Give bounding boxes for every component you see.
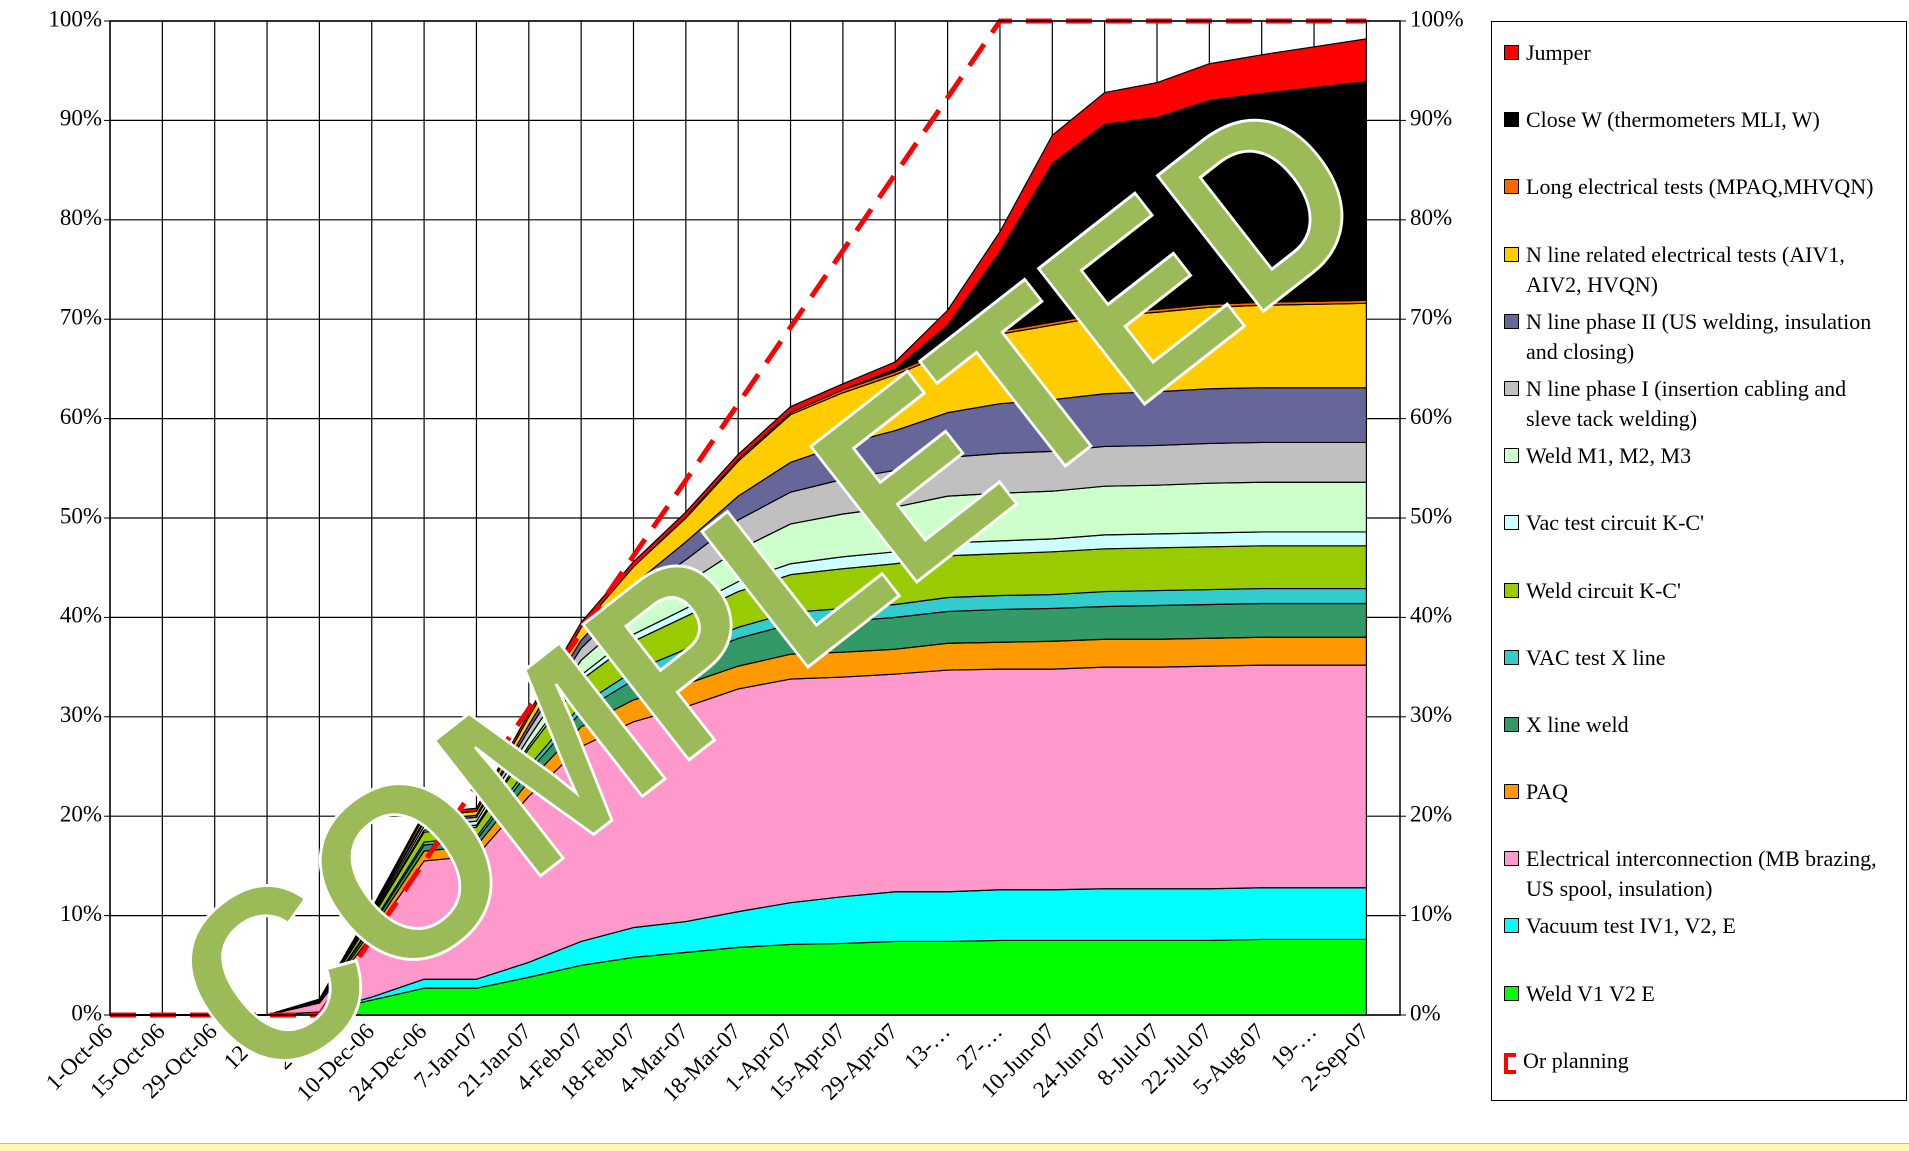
y2-tick-label: 20% [1410,801,1452,826]
legend-swatch [1504,851,1519,867]
y2-tick-label: 0% [1410,1000,1441,1025]
legend-label: Or planning [1523,1047,1629,1073]
legend-label: PAQ [1526,779,1568,805]
status-band [0,1143,1909,1151]
y-tick-label: 10% [60,901,102,926]
legend-item: Weld V1 V2 E [1492,979,1906,1046]
legend-item: Vacuum test IV1, V2, E [1492,911,1906,978]
legend-label: Weld V1 V2 E [1526,980,1655,1006]
legend-item: Or planning [1492,1046,1906,1113]
legend-item: Long electrical tests (MPAQ,MHVQN) [1492,172,1906,239]
legend-swatch [1504,649,1519,665]
legend-label: Vacuum test IV1, V2, E [1526,913,1736,939]
legend-label: N line phase II (US welding, insulation … [1526,308,1872,364]
legend-label: Weld M1, M2, M3 [1526,443,1692,469]
legend-swatch [1504,45,1519,60]
legend-item: Weld M1, M2, M3 [1492,441,1906,508]
legend-label: Long electrical tests (MPAQ,MHVQN) [1526,174,1874,200]
legend-item: Vac test circuit K-C' [1492,508,1906,575]
y2-tick-label: 10% [1410,901,1452,926]
legend-label: X line weld [1526,711,1629,737]
legend-item: N line related electrical tests (AIV1, A… [1492,240,1906,307]
legend-label: Electrical interconnection (MB brazing, … [1526,846,1877,902]
legend-swatch [1504,582,1519,598]
y-tick-label: 80% [60,205,102,230]
y-tick-label: 20% [60,801,102,826]
legend-label: Close W (thermometers MLI, W) [1526,107,1820,133]
legend-swatch [1504,246,1519,262]
y2-tick-label: 60% [1410,404,1452,429]
y-tick-label: 90% [60,106,102,131]
y2-tick-label: 100% [1410,6,1464,31]
legend-swatch [1504,448,1519,464]
legend-label: N line related electrical tests (AIV1, A… [1526,241,1845,297]
legend-label: N line phase I (insertion cabling and sl… [1526,375,1847,431]
y-tick-label: 60% [60,404,102,429]
legend-swatch [1504,380,1519,396]
legend-label: Vac test circuit K-C' [1526,510,1705,536]
legend-item: VAC test X line [1492,643,1906,710]
legend-label: VAC test X line [1526,644,1666,670]
legend-item: Close W (thermometers MLI, W) [1492,105,1906,172]
legend-swatch [1504,112,1519,128]
area [109,38,1367,1016]
y-tick-label: 100% [48,6,102,31]
legend-label: Jumper [1526,40,1591,65]
legend-swatch [1504,784,1519,800]
legend-swatch [1504,716,1519,732]
legend: Jumper Close W (thermometers MLI, W) Long … [1491,21,1907,1101]
y-tick-label: 40% [60,603,102,628]
y-tick-label: 70% [60,304,102,329]
legend-swatch [1504,515,1519,531]
legend-item: Electrical interconnection (MB brazing, … [1492,844,1906,911]
legend-swatch [1504,1052,1516,1074]
legend-swatch [1504,985,1519,1001]
y2-tick-label: 30% [1410,702,1452,727]
legend-item: Jumper [1492,38,1906,105]
y-tick-label: 50% [60,503,102,528]
areas [109,18,1367,1018]
y2-tick-label: 90% [1410,106,1452,131]
legend-swatch [1504,179,1519,195]
y2-tick-label: 80% [1410,205,1452,230]
y-tick-label: 30% [60,702,102,727]
legend-item: X line weld [1492,710,1906,777]
legend-swatch [1504,313,1519,329]
y2-tick-label: 50% [1410,503,1452,528]
legend-swatch [1504,918,1519,934]
legend-item: N line phase I (insertion cabling and sl… [1492,374,1906,441]
legend-item: N line phase II (US welding, insulation … [1492,307,1906,374]
legend-label: Weld circuit K-C' [1526,577,1681,603]
legend-item: Weld circuit K-C' [1492,576,1906,643]
legend-item: PAQ [1492,777,1906,844]
y2-tick-label: 40% [1410,603,1452,628]
y-tick-label: 0% [71,1000,102,1025]
x-tick-label: 13-… [899,1019,955,1075]
y2-tick-label: 70% [1410,304,1452,329]
